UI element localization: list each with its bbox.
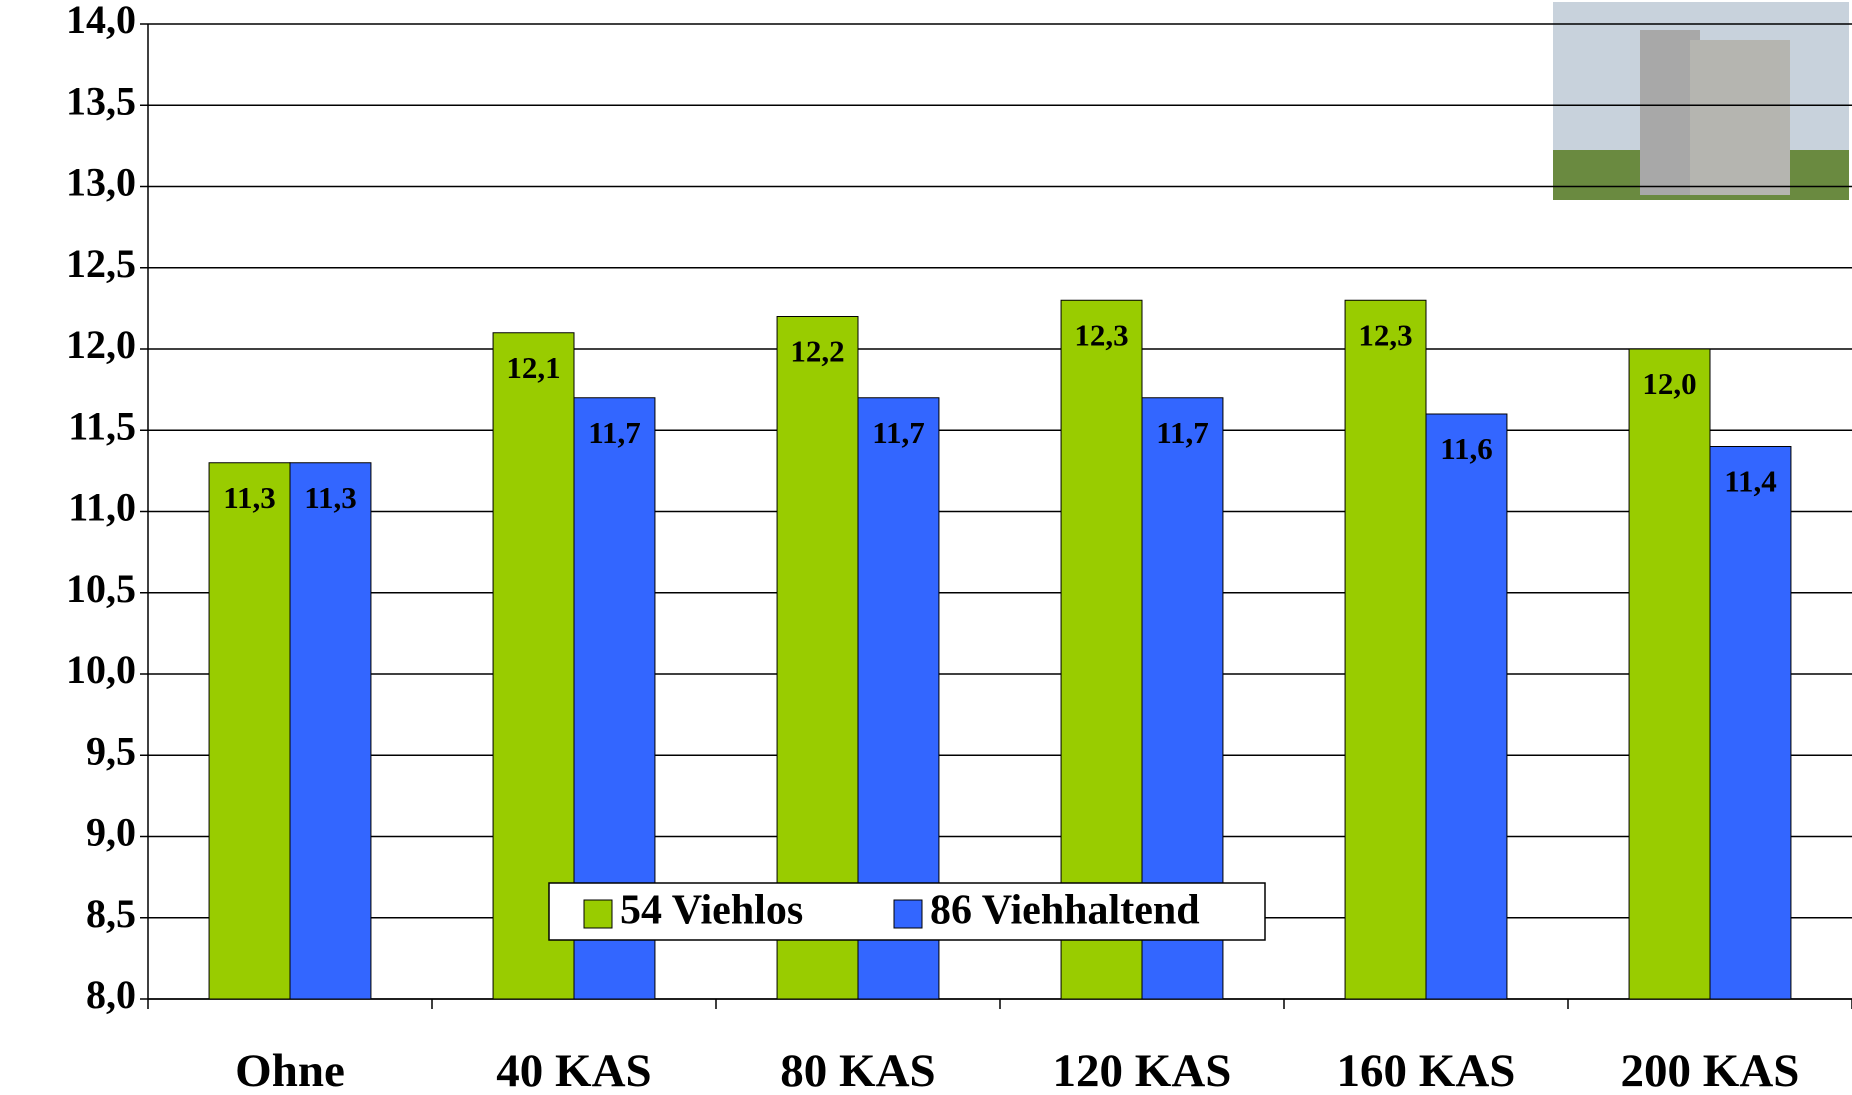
y-tick-label: 8,5 xyxy=(86,891,136,936)
value-label: 11,7 xyxy=(588,415,641,450)
value-label: 12,0 xyxy=(1642,366,1696,401)
x-tick-label: 200 KAS xyxy=(1621,1045,1800,1095)
bar xyxy=(1709,446,1792,1000)
value-label: 12,1 xyxy=(506,350,560,385)
y-tick-label: 9,5 xyxy=(86,728,136,773)
value-label: 12,3 xyxy=(1358,317,1412,352)
x-tick-label: 80 KAS xyxy=(780,1045,935,1095)
y-tick-label: 9,0 xyxy=(86,810,136,855)
y-tick-label: 11,0 xyxy=(68,485,136,530)
y-tick-label: 14,0 xyxy=(66,0,136,42)
y-tick-label: 11,5 xyxy=(68,403,136,448)
legend: 54 Viehlos 86 Viehhaltend xyxy=(548,882,1266,941)
x-tick-label: Ohne xyxy=(235,1045,345,1095)
y-tick-label: 10,0 xyxy=(66,647,136,692)
x-tick-label: 160 KAS xyxy=(1337,1045,1516,1095)
photo xyxy=(1553,2,1849,200)
value-label: 12,2 xyxy=(790,334,844,369)
bar xyxy=(289,462,372,1000)
value-label: 11,7 xyxy=(872,415,925,450)
value-label: 11,7 xyxy=(1156,415,1209,450)
x-tick-label: 120 KAS xyxy=(1053,1045,1232,1095)
y-tick-label: 10,5 xyxy=(66,566,136,611)
value-label: 11,3 xyxy=(223,480,276,515)
bar xyxy=(1425,413,1508,1000)
bar xyxy=(208,462,291,1000)
y-tick-label: 12,0 xyxy=(66,322,136,367)
legend-box xyxy=(548,882,1266,941)
value-label: 11,4 xyxy=(1724,464,1777,499)
value-label: 11,3 xyxy=(304,480,357,515)
y-tick-label: 8,0 xyxy=(86,972,136,1017)
legend-swatch xyxy=(893,899,923,929)
bar xyxy=(1628,348,1711,1000)
value-label: 12,3 xyxy=(1074,317,1128,352)
y-tick-label: 12,5 xyxy=(66,241,136,286)
value-label: 11,6 xyxy=(1440,431,1493,466)
legend-label: 86 Viehhaltend xyxy=(930,888,1200,934)
x-tick-label: 40 KAS xyxy=(496,1045,651,1095)
legend-label: 54 Viehlos xyxy=(620,888,803,934)
bar xyxy=(1344,299,1427,1000)
y-tick-label: 13,5 xyxy=(66,78,136,123)
y-tick-label: 13,0 xyxy=(66,160,136,205)
legend-swatch xyxy=(583,899,613,929)
